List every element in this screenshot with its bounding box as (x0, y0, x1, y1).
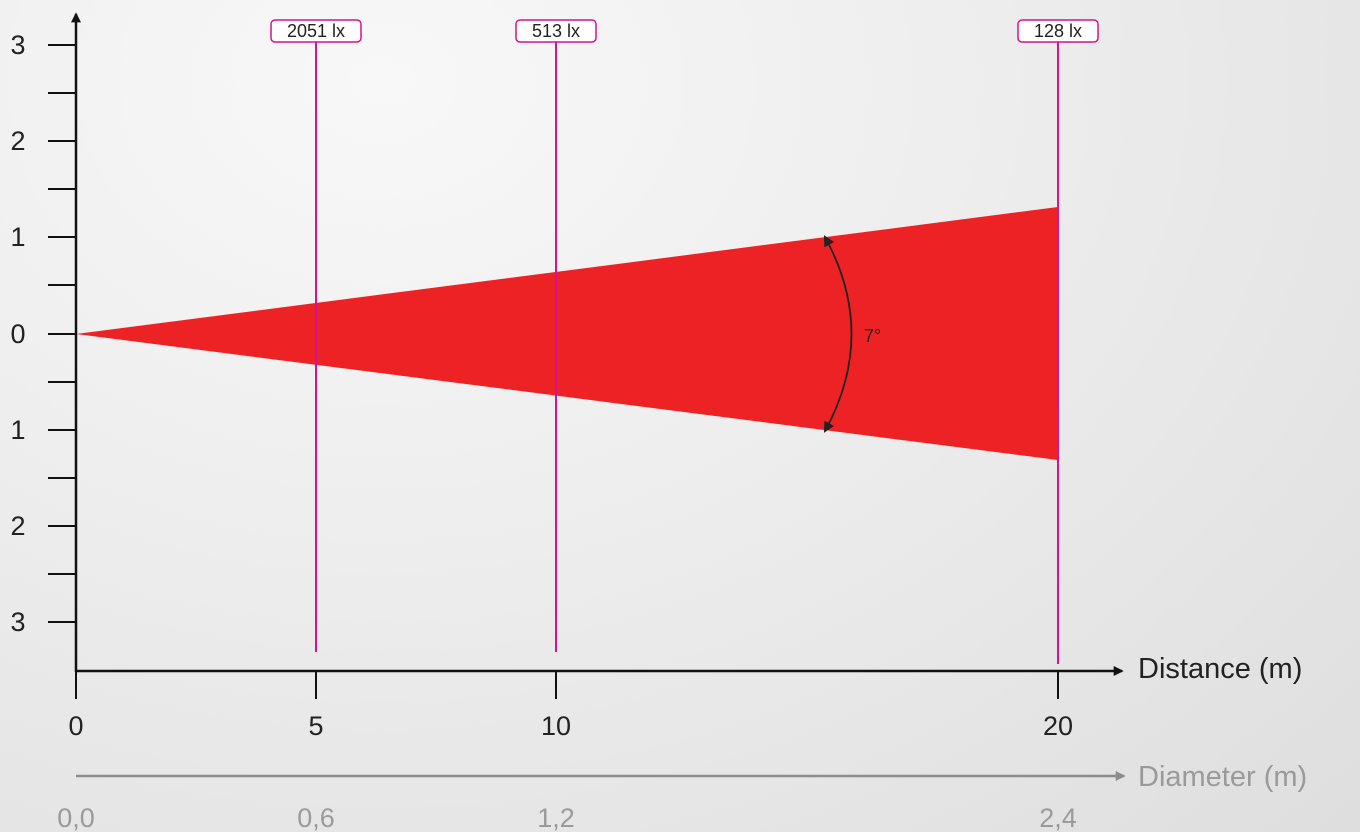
distance-axis-title: Distance (m) (1138, 653, 1302, 685)
distance-axis-tick-label: 20 (1043, 711, 1073, 741)
lux-marker-badge (515, 19, 597, 43)
vertical-axis-tick-label: 0 (10, 319, 25, 349)
vertical-axis-tick-label: 2 (10, 126, 25, 156)
diameter-axis-tick-label: 0,0 (57, 803, 95, 832)
distance-axis-tick-label: 10 (541, 711, 571, 741)
lux-marker-badge (1017, 19, 1099, 43)
diameter-axis-tick-label: 1,2 (537, 803, 575, 832)
vertical-axis-tick-label: 1 (10, 222, 25, 252)
distance-axis-tick-label: 0 (68, 711, 83, 741)
diameter-axis-title: Diameter (m) (1138, 761, 1307, 793)
lux-marker-label: 128 lx (1034, 21, 1082, 41)
beam-angle-arc (823, 235, 853, 433)
vertical-axis-tick-label: 2 (10, 511, 25, 541)
vertical-axis-tick-label: 3 (10, 30, 25, 60)
light-beam-cone (76, 207, 1058, 460)
vertical-axis-tick-label: 1 (10, 415, 25, 445)
beam-angle-label: 7° (864, 326, 881, 346)
vertical-axis-tick-label: 3 (10, 607, 25, 637)
diameter-axis-tick-label: 2,4 (1039, 803, 1077, 832)
lux-marker-label: 2051 lx (287, 21, 345, 41)
lux-marker-badge (270, 19, 362, 43)
lux-marker-label: 513 lx (532, 21, 580, 41)
distance-axis-tick-label: 5 (308, 711, 323, 741)
diameter-axis-tick-label: 0,6 (297, 803, 335, 832)
